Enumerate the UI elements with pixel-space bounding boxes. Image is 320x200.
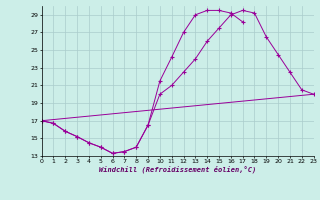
X-axis label: Windchill (Refroidissement éolien,°C): Windchill (Refroidissement éolien,°C) xyxy=(99,166,256,173)
